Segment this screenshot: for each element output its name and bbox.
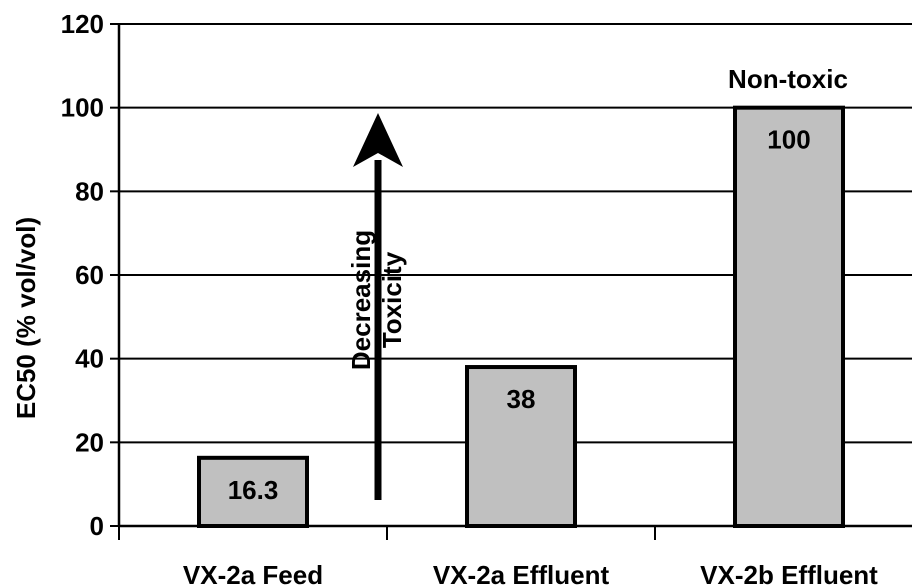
axes [110, 23, 912, 540]
category-label: VX-2a Feed [183, 560, 323, 586]
category-labels: VX-2a Feed VX-2a Effluent VX-2b Effluent [183, 560, 878, 586]
category-label: VX-2b Effluent [700, 560, 878, 586]
y-tick-label: 120 [61, 9, 104, 39]
y-tick-label: 20 [75, 427, 104, 457]
bar [733, 105, 845, 529]
bars [197, 105, 845, 529]
arrow-label-line2: Toxicity [377, 251, 407, 348]
y-tick-label: 40 [75, 344, 104, 374]
data-labels: 16.3 38 100 [228, 125, 811, 505]
decreasing-toxicity-arrow: Decreasing Toxicity [346, 113, 407, 500]
y-tick-label: 80 [75, 176, 104, 206]
y-axis-label: EC50 (% vol/vol) [11, 217, 41, 419]
y-tick-labels: 0 20 40 60 80 100 120 [61, 9, 104, 541]
non-toxic-annotation: Non-toxic [728, 64, 848, 94]
data-label: 38 [507, 384, 536, 414]
y-tick-label: 100 [61, 93, 104, 123]
arrow-up-icon [353, 113, 403, 167]
data-label: 16.3 [228, 475, 279, 505]
category-label: VX-2a Effluent [433, 560, 610, 586]
y-tick-label: 0 [90, 511, 104, 541]
y-tick-label: 60 [75, 260, 104, 290]
arrow-label-line1: Decreasing [346, 230, 376, 370]
data-label: 100 [767, 125, 810, 155]
bar [465, 365, 577, 528]
